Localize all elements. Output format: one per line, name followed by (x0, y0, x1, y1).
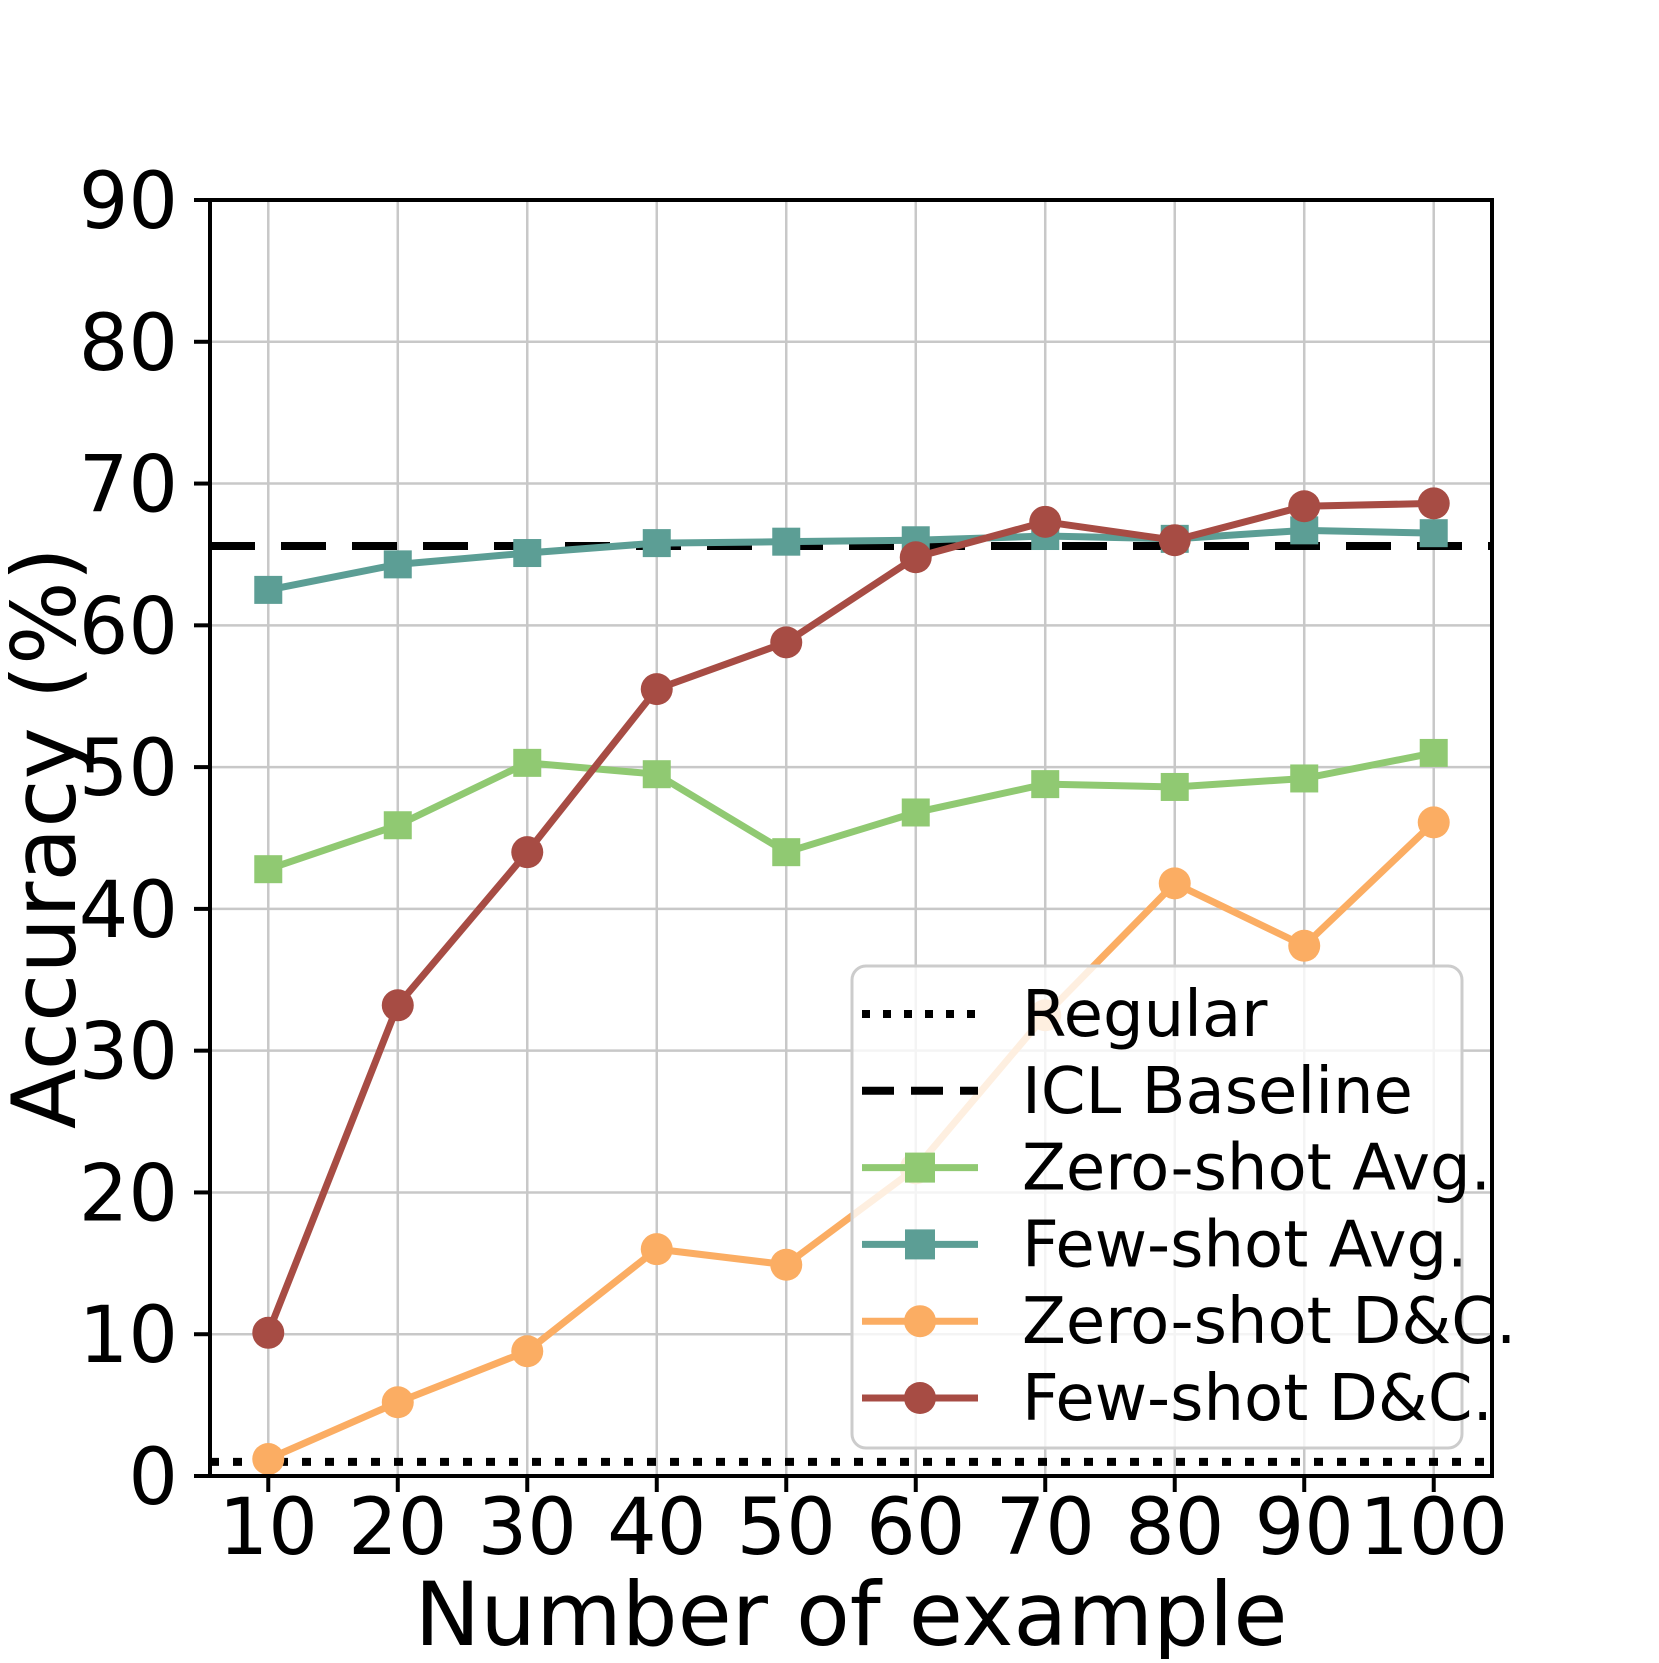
x-tick-label-10: 10 (219, 1483, 318, 1573)
x-tick-label-20: 20 (348, 1483, 447, 1573)
series-few-shot-d-c-point-60 (899, 541, 932, 574)
series-zero-shot-avg-point-100 (1419, 738, 1448, 767)
series-zero-shot-avg-point-70 (1031, 770, 1060, 799)
y-tick-label-50: 50 (79, 724, 178, 814)
series-zero-shot-avg-line (264, 749, 1438, 873)
series-few-shot-d-c-point-90 (1288, 490, 1321, 523)
series-zero-shot-avg-point-90 (1290, 764, 1319, 793)
series-few-shot-avg-point-50 (772, 527, 801, 556)
series-few-shot-avg-point-40 (642, 529, 671, 558)
series-few-shot-avg-point-30 (513, 539, 542, 568)
legend-item-icl-baseline: ICL Baseline (862, 1055, 1413, 1129)
legend-label-zero-shot-avg: Zero-shot Avg. (1022, 1132, 1491, 1206)
series-few-shot-d-c (252, 487, 1450, 1349)
y-axis-label: Accuracy (%) (0, 547, 96, 1129)
x-tick-label-40: 40 (607, 1483, 706, 1573)
series-few-shot-avg-point-100 (1419, 519, 1448, 548)
series-zero-shot-d-c-point-20 (381, 1386, 414, 1419)
series-few-shot-d-c-point-70 (1029, 505, 1062, 538)
legend-label-zero-shot-d-c: Zero-shot D&C. (1022, 1285, 1516, 1359)
series-zero-shot-d-c-point-100 (1417, 806, 1450, 839)
reference-lines-layer (210, 541, 1492, 1466)
x-tick-label-70: 70 (996, 1483, 1095, 1573)
legend-handle-zero-shot-d-c-marker (904, 1305, 936, 1338)
series-zero-shot-avg-point-10 (254, 855, 283, 884)
legend-label-few-shot-d-c: Few-shot D&C. (1022, 1362, 1493, 1436)
series-zero-shot-avg-point-60 (901, 798, 930, 827)
series-few-shot-avg-line (264, 526, 1438, 594)
series-few-shot-d-c-point-100 (1417, 487, 1450, 520)
series-zero-shot-d-c-point-30 (511, 1335, 544, 1368)
plot-frame (208, 198, 1494, 1478)
x-axis-label: Number of example (414, 1563, 1287, 1659)
series-few-shot-avg-point-20 (383, 550, 412, 579)
legend-handle-zero-shot-avg-marker (905, 1152, 935, 1183)
legend-item-zero-shot-avg: Zero-shot Avg. (862, 1132, 1491, 1206)
legend-label-regular: Regular (1022, 978, 1268, 1052)
legend-handle-few-shot-d-c-marker (904, 1382, 936, 1414)
x-tick-label-30: 30 (478, 1483, 577, 1573)
y-tick-label-0: 0 (128, 1433, 178, 1523)
series-few-shot-d-c-point-50 (770, 626, 803, 659)
series-zero-shot-d-c-point-80 (1158, 867, 1191, 900)
x-tick-label-100: 100 (1359, 1483, 1508, 1573)
legend-label-few-shot-avg: Few-shot Avg. (1022, 1208, 1468, 1282)
legend-box (850, 964, 1464, 1450)
series-few-shot-d-c-point-20 (381, 989, 414, 1022)
y-tick-label-20: 20 (79, 1149, 178, 1239)
y-tick-label-60: 60 (79, 582, 178, 672)
legend-handle-few-shot-avg-marker (905, 1229, 935, 1260)
series-few-shot-d-c-point-80 (1158, 524, 1191, 557)
series-zero-shot-avg-point-30 (513, 748, 542, 777)
y-tick-label-30: 30 (79, 1008, 178, 1098)
legend-item-zero-shot-d-c: Zero-shot D&C. (862, 1285, 1516, 1359)
series-few-shot-d-c-point-10 (252, 1316, 285, 1349)
series-zero-shot-d-c-point-40 (640, 1233, 673, 1266)
series-zero-shot-d-c-point-50 (770, 1248, 803, 1281)
series-zero-shot-d-c-point-90 (1288, 929, 1321, 962)
y-tick-label-10: 10 (79, 1291, 178, 1381)
y-tick-label-70: 70 (79, 441, 178, 531)
axes-spines-layer (208, 198, 1494, 1478)
series-zero-shot-avg (254, 738, 1448, 884)
x-tick-label-60: 60 (866, 1483, 965, 1573)
series-zero-shot-avg-point-80 (1160, 772, 1189, 801)
y-tick-label-90: 90 (79, 157, 178, 247)
series-few-shot-d-c-line (264, 499, 1438, 1337)
series-few-shot-d-c-point-30 (511, 836, 544, 869)
legend-item-few-shot-avg: Few-shot Avg. (862, 1208, 1468, 1282)
series-few-shot-d-c-point-40 (640, 673, 673, 706)
x-tick-label-80: 80 (1125, 1483, 1224, 1573)
series-zero-shot-d-c-point-10 (252, 1442, 285, 1475)
series-zero-shot-avg-point-40 (642, 760, 671, 789)
series-zero-shot-avg-point-20 (383, 811, 412, 840)
series-few-shot-avg (254, 516, 1448, 604)
legend-item-regular: Regular (862, 978, 1268, 1052)
series-few-shot-avg-point-10 (254, 575, 283, 604)
x-tick-label-50: 50 (737, 1483, 836, 1573)
y-tick-label-80: 80 (79, 299, 178, 389)
x-tick-label-90: 90 (1255, 1483, 1354, 1573)
y-tick-label-40: 40 (79, 866, 178, 956)
legend-item-few-shot-d-c: Few-shot D&C. (862, 1362, 1493, 1436)
series-zero-shot-avg-point-50 (772, 838, 801, 867)
legend-label-icl-baseline: ICL Baseline (1022, 1055, 1413, 1129)
